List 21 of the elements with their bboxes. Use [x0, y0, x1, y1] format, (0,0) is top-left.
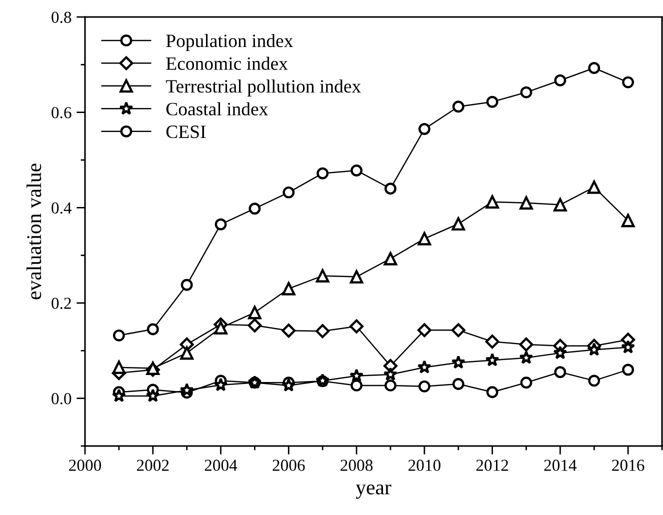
legend-label: Terrestrial pollution index [166, 79, 361, 96]
y-axis-title: evaluation value [26, 164, 42, 300]
x-tick-label: 2004 [204, 460, 238, 471]
legend-label: Population index [166, 34, 293, 51]
x-tick-label: 2006 [272, 460, 305, 471]
x-tick-label: 2000 [69, 460, 102, 471]
y-tick-label: 0.4 [52, 202, 72, 214]
legend-label: Coastal index [166, 102, 268, 116]
x-tick-label: 2010 [408, 460, 440, 471]
x-tick-label: 2008 [340, 460, 373, 471]
x-tick-label: 2002 [136, 460, 169, 471]
legend-label: CESI [166, 126, 206, 138]
x-tick-label: 2012 [476, 460, 508, 471]
x-axis-title: year [356, 484, 392, 499]
y-tick-label: 0.8 [52, 12, 72, 24]
y-tick-label: 0.2 [52, 298, 71, 310]
x-tick-label: 2014 [544, 460, 577, 471]
y-tick-label: 0.6 [52, 107, 72, 118]
y-tick-label: 0.0 [52, 393, 72, 404]
legend-label: Economic index [166, 56, 288, 70]
x-tick-label: 2016 [612, 460, 644, 471]
